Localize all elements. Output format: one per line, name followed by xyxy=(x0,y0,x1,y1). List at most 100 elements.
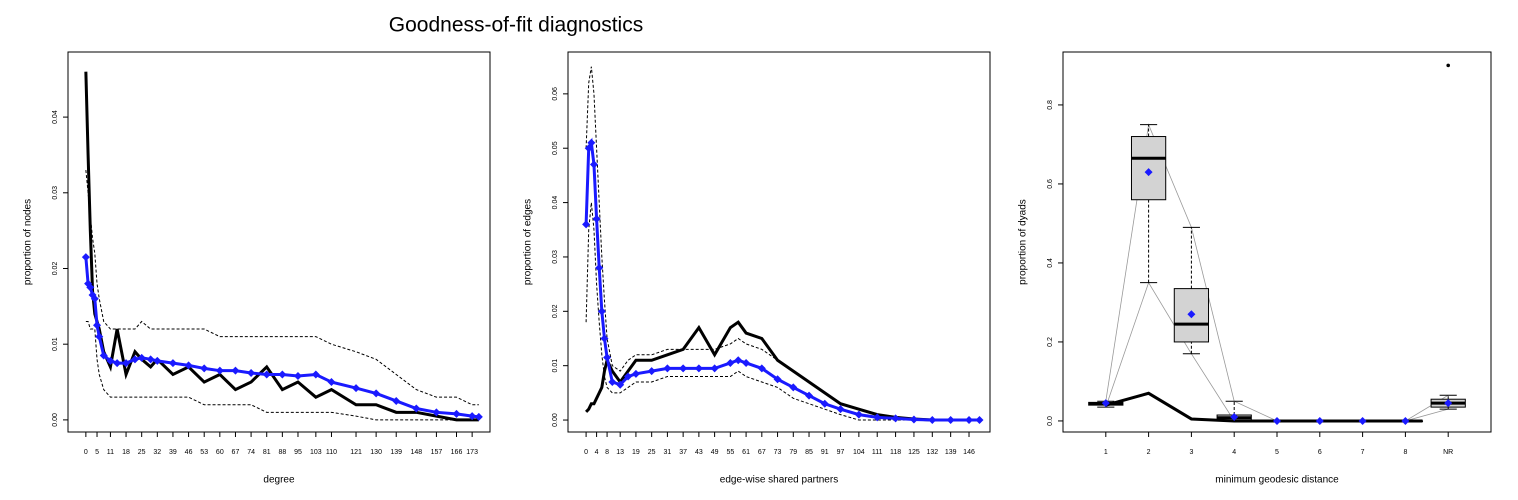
x-tick-label: 132 xyxy=(926,449,938,456)
x-tick-label: 7 xyxy=(1361,449,1365,456)
x-tick-label: 13 xyxy=(616,449,624,456)
x-tick-label: 88 xyxy=(278,449,286,456)
mean-marker xyxy=(742,358,751,367)
mean-marker xyxy=(247,368,256,377)
x-tick-label: 0 xyxy=(84,449,88,456)
y-tick-label: 0.00 xyxy=(552,413,559,427)
x-tick-label: 118 xyxy=(890,449,901,456)
x-tick-label: 157 xyxy=(431,449,443,456)
x-tick-label: 61 xyxy=(742,449,750,456)
mean-marker xyxy=(1444,399,1453,408)
x-tick-label: 25 xyxy=(138,449,146,456)
mean-marker xyxy=(468,412,477,421)
x-tick-label: 125 xyxy=(908,449,920,456)
x-tick-label: 5 xyxy=(1275,449,1279,456)
mean-marker xyxy=(278,370,287,379)
series-line xyxy=(85,170,479,406)
series-line xyxy=(585,320,980,422)
y-axis-label: proportion of edges xyxy=(523,199,534,285)
mean-marker xyxy=(153,356,162,365)
mean-marker xyxy=(873,413,882,422)
y-axis-label: proportion of nodes xyxy=(23,199,34,285)
x-axis-label: edge-wise shared partners xyxy=(720,475,838,486)
mean-marker xyxy=(130,355,139,364)
y-tick-label: 0.0 xyxy=(1047,416,1054,426)
x-tick-label: 39 xyxy=(169,449,177,456)
x-tick-label: 19 xyxy=(632,449,640,456)
y-tick-label: 0.04 xyxy=(552,196,559,210)
x-tick-label: 173 xyxy=(466,449,478,456)
mean-marker xyxy=(1187,310,1196,319)
mean-marker xyxy=(1230,412,1239,421)
x-tick-label: 0 xyxy=(584,449,588,456)
mean-marker xyxy=(928,416,937,425)
y-tick-label: 0.04 xyxy=(52,110,59,124)
mean-marker xyxy=(975,416,984,425)
x-tick-label: 11 xyxy=(107,449,114,456)
outlier xyxy=(1446,63,1450,68)
y-tick-label: 0.6 xyxy=(1047,179,1054,189)
x-tick-label: 91 xyxy=(821,449,829,456)
mean-marker xyxy=(262,370,271,379)
mean-marker xyxy=(757,364,766,373)
mean-marker xyxy=(891,414,900,423)
mean-marker xyxy=(820,399,829,408)
mean-marker xyxy=(600,334,609,343)
y-tick-label: 0.02 xyxy=(552,304,559,318)
series-line xyxy=(84,71,479,422)
mean-marker xyxy=(90,294,99,303)
mean-marker xyxy=(327,378,336,387)
box xyxy=(1173,288,1210,343)
x-tick-label: 139 xyxy=(945,449,957,456)
y-tick-label: 0.00 xyxy=(52,413,59,427)
x-tick-label: 8 xyxy=(605,449,609,456)
x-tick-label: 148 xyxy=(410,449,422,456)
mean-marker xyxy=(1315,416,1324,425)
mean-marker xyxy=(113,359,122,368)
series-line xyxy=(584,137,980,422)
x-axis-label: minimum geodesic distance xyxy=(1215,475,1339,486)
mean-marker xyxy=(805,391,814,400)
series-line xyxy=(585,66,980,421)
mean-marker xyxy=(122,359,131,368)
mean-marker xyxy=(589,160,598,169)
plot-frame xyxy=(1062,51,1492,433)
y-tick-label: 0.06 xyxy=(552,87,559,101)
x-tick-label: 85 xyxy=(805,449,813,456)
y-tick-label: 0.03 xyxy=(552,250,559,264)
mean-marker xyxy=(432,408,441,417)
x-tick-label: 8 xyxy=(1403,449,1407,456)
mean-marker xyxy=(909,415,918,424)
x-tick-label: 166 xyxy=(451,449,463,456)
x-tick-label: 4 xyxy=(1232,449,1236,456)
mean-marker xyxy=(392,396,401,405)
mean-marker xyxy=(789,383,798,392)
plot-frame xyxy=(67,51,491,433)
x-tick-label: 146 xyxy=(963,449,975,456)
mean-marker xyxy=(584,144,593,153)
y-tick-label: 0.01 xyxy=(552,359,559,373)
mean-marker xyxy=(734,356,743,365)
mean-marker xyxy=(311,370,320,379)
x-tick-label: 79 xyxy=(789,449,797,456)
x-tick-label: 55 xyxy=(726,449,734,456)
mean-marker xyxy=(1101,399,1110,408)
y-axis-label: proportion of dyads xyxy=(1018,199,1029,285)
mean-marker xyxy=(582,220,591,229)
x-tick-label: 74 xyxy=(247,449,255,456)
mean-marker xyxy=(854,410,863,419)
mean-marker xyxy=(81,253,90,262)
x-tick-label: 18 xyxy=(122,449,130,456)
x-tick-label: 3 xyxy=(1189,449,1193,456)
mean-marker xyxy=(95,332,104,341)
y-tick-label: 0.4 xyxy=(1047,258,1054,268)
x-tick-label: 130 xyxy=(370,449,382,456)
mean-marker xyxy=(137,353,146,362)
mean-marker xyxy=(965,416,974,425)
mean-marker xyxy=(1401,416,1410,425)
mean-marker xyxy=(726,358,735,367)
mean-marker xyxy=(168,359,177,368)
mean-marker xyxy=(603,353,612,362)
